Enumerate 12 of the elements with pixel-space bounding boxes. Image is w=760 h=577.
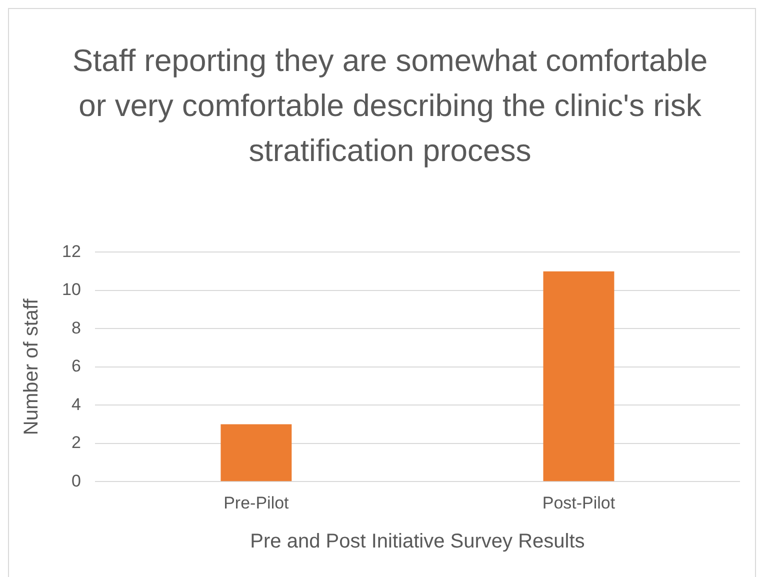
y-tick-label: 10 bbox=[62, 280, 81, 300]
y-tick-label: 6 bbox=[71, 356, 81, 376]
y-tick-label: 2 bbox=[71, 433, 81, 452]
x-tick-label: Pre-Pilot bbox=[224, 493, 290, 512]
chart-title: Staff reporting they are somewhat comfortable or very comfortable describing the clinic's risk stratification process bbox=[71, 42, 709, 170]
y-tick-label: 12 bbox=[62, 242, 81, 261]
y-tick-label: 0 bbox=[71, 471, 81, 490]
y-axis-title: Number of staff bbox=[20, 298, 43, 436]
x-axis-title: Pre and Post Initiative Survey Results bbox=[250, 530, 585, 553]
y-tick-label: 4 bbox=[71, 394, 81, 414]
x-tick-label: Post-Pilot bbox=[542, 493, 616, 512]
y-tick-label: 8 bbox=[71, 318, 81, 338]
